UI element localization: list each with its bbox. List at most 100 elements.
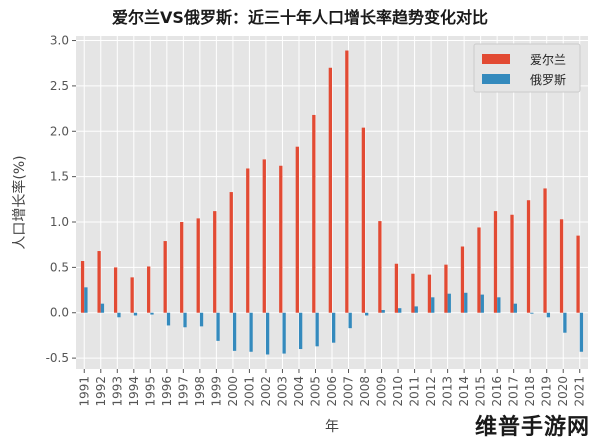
x-tick-label: 2010: [391, 376, 405, 407]
bar-ireland: [229, 192, 233, 313]
bar-russia: [398, 308, 402, 313]
x-tick-label: 1991: [77, 376, 91, 407]
x-tick-label: 2017: [507, 376, 521, 407]
bar-russia: [199, 312, 204, 327]
x-tick-label: 2012: [424, 376, 438, 407]
x-tick-label: 2000: [226, 376, 240, 407]
bar-ireland: [213, 211, 217, 313]
bar-russia: [315, 312, 319, 347]
bar-russia: [332, 312, 336, 343]
x-tick-label: 2006: [325, 376, 339, 407]
x-tick-label: 2009: [375, 376, 389, 407]
bar-russia: [447, 293, 451, 313]
bar-russia: [464, 292, 468, 313]
y-tick-label: 3.0: [50, 34, 69, 48]
bar-ireland: [576, 235, 580, 313]
bar-russia: [414, 306, 418, 313]
bar-ireland: [394, 263, 399, 313]
bar-russia: [117, 312, 121, 318]
x-tick-label: 2001: [242, 376, 256, 407]
bar-russia: [232, 312, 237, 351]
bar-ireland: [196, 218, 200, 313]
x-tick-label: 1997: [176, 376, 190, 407]
x-tick-label: 2015: [474, 376, 488, 407]
watermark-logo: 维普手游网: [474, 415, 590, 440]
bar-russia: [249, 312, 253, 352]
bar-ireland: [295, 146, 299, 313]
bar-ireland: [147, 266, 151, 313]
x-tick-label: 1995: [143, 376, 157, 407]
x-tick-label: 2018: [523, 376, 537, 407]
y-tick-label: 0.0: [50, 306, 69, 320]
x-tick-label: 2019: [540, 376, 554, 407]
bar-ireland: [378, 221, 382, 313]
x-tick-label: 2021: [573, 376, 587, 407]
legend-swatch: [482, 54, 510, 64]
chart-title: 爱尔兰VS俄罗斯：近三十年人口增长率趋势变化对比: [112, 8, 488, 27]
x-tick-label: 2005: [308, 376, 322, 407]
y-tick-label: 1.5: [50, 170, 69, 184]
bar-ireland: [543, 188, 547, 313]
bar-ireland: [97, 251, 101, 313]
bar-ireland: [477, 227, 481, 313]
bar-ireland: [113, 267, 118, 313]
bar-ireland: [279, 165, 283, 313]
x-tick-label: 2014: [457, 376, 471, 407]
bar-russia: [480, 294, 484, 313]
bar-russia: [150, 312, 154, 315]
y-axis-title: 人口增长率(%): [11, 155, 28, 249]
x-tick-label: 2016: [490, 376, 504, 407]
y-tick-label: 0.5: [50, 260, 69, 274]
x-tick-label: 2020: [556, 376, 570, 407]
bar-ireland: [361, 127, 366, 313]
x-tick-label: 2008: [358, 376, 372, 407]
bar-russia: [365, 312, 369, 316]
bar-ireland: [262, 159, 266, 313]
x-tick-label: 2003: [275, 376, 289, 407]
bar-russia: [563, 312, 567, 333]
bar-ireland: [510, 214, 514, 313]
bar-russia: [282, 312, 286, 354]
bar-russia: [84, 287, 88, 313]
x-tick-label: 2004: [292, 376, 306, 407]
x-tick-label: 1999: [209, 376, 223, 407]
bar-ireland: [444, 264, 448, 313]
x-tick-label: 1996: [160, 376, 174, 407]
y-tick-label: -0.5: [46, 351, 69, 365]
bar-russia: [133, 312, 138, 316]
bar-ireland: [345, 50, 349, 313]
bar-russia: [530, 312, 534, 314]
bar-russia: [546, 312, 551, 318]
x-tick-label: 2007: [342, 376, 356, 407]
y-tick-label: 2.5: [50, 79, 69, 93]
bar-ireland: [312, 114, 316, 313]
bar-russia: [381, 310, 385, 313]
x-tick-labels: 1991 1992 1993 1994 1995 1996 1997 1998 1999 2000…: [77, 369, 587, 407]
bar-ireland: [180, 222, 184, 313]
y-tick-labels: -0.5 0.0 0.5 1.0 1.5 2.0 2.5 3.0: [46, 34, 76, 365]
bar-russia: [166, 312, 171, 326]
y-tick-label: 1.0: [50, 215, 69, 229]
bar-ireland: [526, 200, 531, 313]
x-tick-label: 1992: [94, 376, 108, 407]
bar-russia: [513, 303, 517, 313]
bar-russia: [183, 312, 187, 328]
bar-ireland: [427, 274, 432, 313]
bar-russia: [348, 312, 352, 329]
x-tick-label: 1994: [127, 376, 141, 407]
bar-ireland: [80, 261, 85, 313]
bar-russia: [431, 297, 435, 313]
bar-ireland: [246, 168, 250, 313]
bar-ireland: [493, 211, 498, 313]
bar-russia: [100, 303, 105, 313]
y-tick-label: 2.0: [50, 124, 69, 138]
bar-russia: [265, 312, 270, 355]
bar-ireland: [163, 241, 167, 313]
bar-ireland: [328, 67, 332, 313]
legend-label: 爱尔兰: [530, 52, 566, 67]
bar-ireland: [460, 246, 465, 313]
x-tick-label: 2011: [408, 376, 422, 407]
x-axis-title: 年: [325, 419, 339, 435]
